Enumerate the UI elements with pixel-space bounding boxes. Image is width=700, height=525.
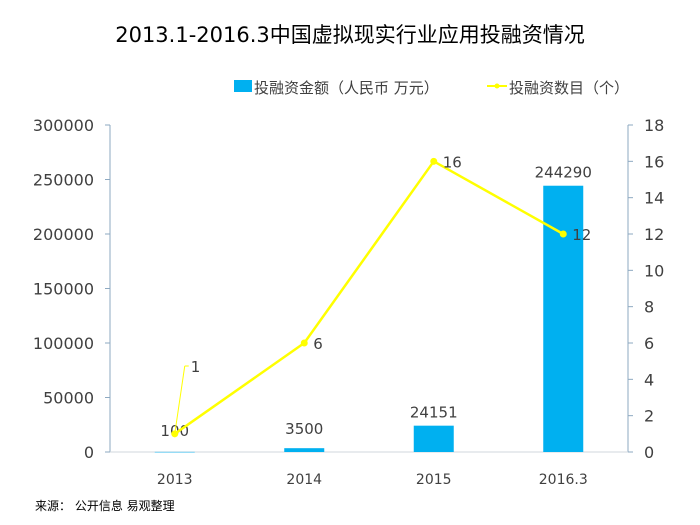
right-tick-label: 0 — [644, 443, 654, 462]
left-tick-label: 0 — [84, 443, 94, 462]
bar — [543, 185, 584, 452]
leader-line — [174, 365, 186, 434]
right-tick-label: 12 — [644, 225, 664, 244]
bar-data-label: 24151 — [410, 404, 458, 422]
right-tick-label: 2 — [644, 407, 654, 426]
bar-data-label: 3500 — [285, 420, 323, 438]
x-tick-label: 2016.3 — [539, 472, 588, 488]
legend-swatch-bar — [234, 80, 252, 92]
bar — [284, 448, 325, 452]
bar-data-label: 244290 — [535, 164, 592, 182]
line-data-label: 1 — [191, 358, 201, 376]
left-tick-label: 300000 — [33, 116, 94, 135]
right-tick-label: 8 — [644, 298, 654, 317]
right-tick-label: 18 — [644, 116, 664, 135]
line-data-label: 16 — [443, 153, 462, 171]
line-point — [559, 230, 567, 238]
legend-label-line: 投融资数目（个） — [509, 79, 629, 97]
line-series — [174, 159, 564, 435]
source-note: 来源： 公开信息 易观整理 — [35, 498, 175, 513]
left-tick-label: 50000 — [43, 389, 94, 408]
right-tick-label: 4 — [644, 370, 654, 389]
legend-label-bar: 投融资金额（人民币 万元） — [254, 79, 439, 97]
line-point — [300, 339, 308, 347]
line-data-label: 6 — [313, 335, 323, 353]
left-tick-label: 100000 — [33, 334, 94, 353]
right-tick-label: 6 — [644, 334, 654, 353]
legend-marker — [494, 83, 500, 89]
left-tick-label: 200000 — [33, 225, 94, 244]
right-tick-label: 14 — [644, 189, 664, 208]
right-tick-label: 10 — [644, 261, 664, 280]
x-tick-label: 2013 — [157, 472, 193, 488]
left-tick-label: 250000 — [33, 171, 94, 190]
bar — [154, 451, 195, 453]
line-point — [430, 157, 438, 165]
line-data-label: 12 — [572, 226, 591, 244]
left-tick-label: 150000 — [33, 280, 94, 299]
x-tick-label: 2015 — [416, 472, 452, 488]
chart-title: 2013.1-2016.3中国虚拟现实行业应用投融资情况 — [115, 23, 585, 47]
bar — [413, 425, 454, 452]
x-tick-label: 2014 — [286, 472, 322, 488]
right-tick-label: 16 — [644, 152, 664, 171]
